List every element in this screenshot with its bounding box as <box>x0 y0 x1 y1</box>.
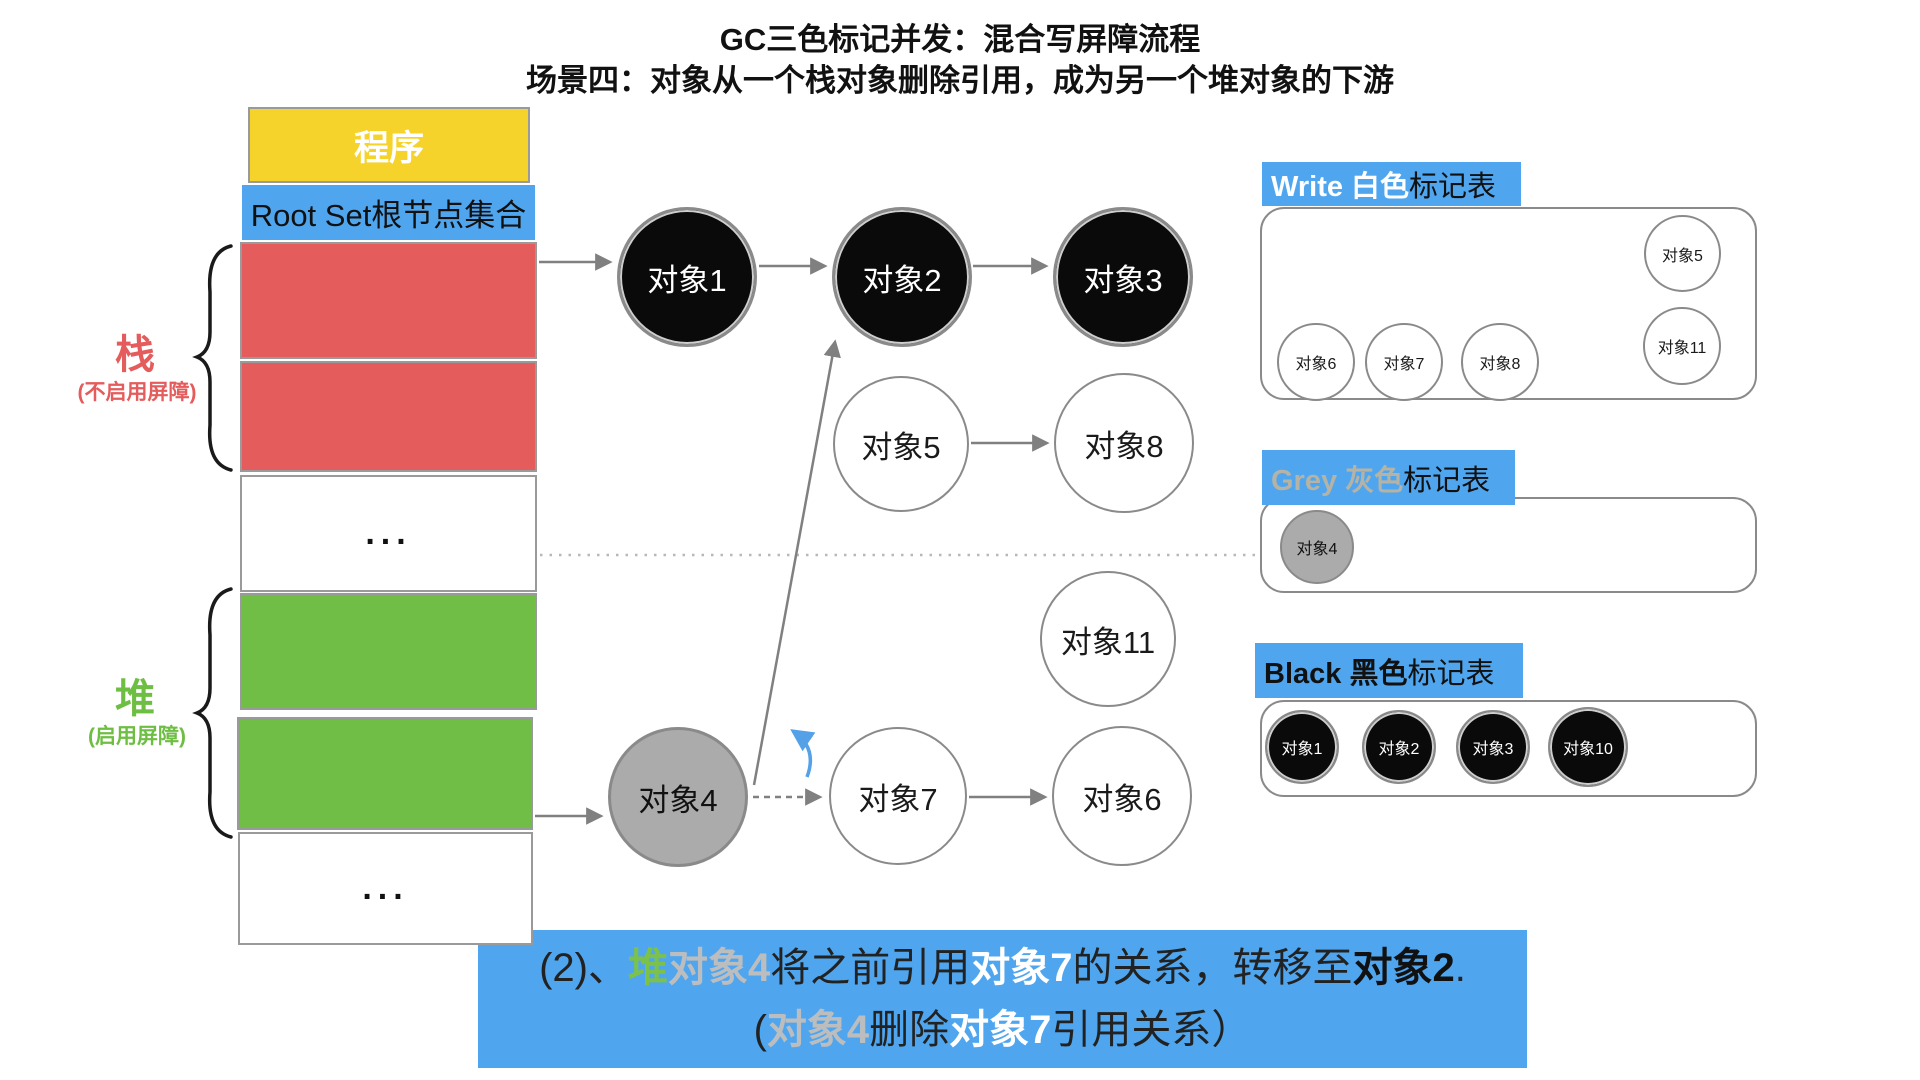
banner-part-obj4: 对象4 <box>766 1008 870 1052</box>
graph-node-obj2: 对象2 <box>832 207 972 347</box>
graph-node-obj3: 对象3 <box>1053 207 1193 347</box>
stack-label: 栈 <box>115 333 155 377</box>
banner-part: 的关系，转移至 <box>1072 946 1353 990</box>
stack-brace <box>192 244 233 472</box>
banner-line-2: (对象4删除对象7引用关系） <box>478 999 1527 1061</box>
stack-block-1 <box>240 242 537 359</box>
black-table-item-obj2: 对象2 <box>1362 710 1436 784</box>
white-table-item-obj5: 对象5 <box>1644 215 1721 292</box>
white-table-item-obj7: 对象7 <box>1365 323 1443 401</box>
banner-part-obj4: 对象4 <box>668 946 771 990</box>
ellipsis-box-1: ... <box>240 475 537 592</box>
black-table-item-obj10: 对象10 <box>1548 707 1628 787</box>
heap-label: 堆 <box>115 677 155 721</box>
bottom-banner: (2)、堆对象4将之前引用对象7的关系，转移至对象2. (对象4删除对象7引用关… <box>478 930 1527 1068</box>
curved-shift-arrow-icon <box>790 729 816 778</box>
banner-part: . <box>1454 946 1466 990</box>
banner-line-1: (2)、堆对象4将之前引用对象7的关系，转移至对象2. <box>478 937 1527 999</box>
arrow-obj4-to-obj2 <box>752 339 841 786</box>
banner-part: ( <box>753 1008 767 1052</box>
black-table-item-obj3: 对象3 <box>1456 710 1530 784</box>
banner-part: (2)、 <box>539 946 628 990</box>
heap-block-2 <box>237 717 533 830</box>
black-table-title-strong: Black 黑色 <box>1264 657 1408 690</box>
page-subtitle: 场景四：对象从一个栈对象删除引用，成为另一个堆对象的下游 <box>526 63 1394 98</box>
rootset-box: Root Set根节点集合 <box>242 185 535 240</box>
grey-table-header: Grey 灰色 标记表 <box>1262 450 1515 505</box>
graph-node-obj8: 对象8 <box>1054 373 1194 513</box>
graph-node-obj4: 对象4 <box>608 727 748 867</box>
write-table-header: Write 白色 标记表 <box>1262 162 1521 206</box>
heap-brace <box>192 587 233 839</box>
grey-table-title-rest: 标记表 <box>1403 464 1491 497</box>
program-box: 程序 <box>248 107 530 183</box>
banner-part: 将之前引用 <box>770 946 971 990</box>
write-table-title-strong: Write 白色 <box>1271 171 1410 203</box>
graph-node-obj6: 对象6 <box>1052 726 1192 866</box>
banner-part-heap: 堆 <box>628 946 668 990</box>
page-title: GC三色标记并发：混合写屏障流程 <box>719 22 1201 57</box>
banner-part: 删除 <box>869 1008 950 1052</box>
graph-node-obj7: 对象7 <box>829 727 967 865</box>
white-table-item-obj6: 对象6 <box>1277 323 1355 401</box>
graph-node-obj5: 对象5 <box>833 376 969 512</box>
banner-part-obj7: 对象7 <box>970 946 1073 990</box>
black-table-item-obj1: 对象1 <box>1265 710 1339 784</box>
banner-part-obj2: 对象2 <box>1352 946 1455 990</box>
black-table-header: Black 黑色 标记表 <box>1255 643 1523 698</box>
banner-part-obj7: 对象7 <box>949 1008 1052 1052</box>
heap-note: (启用屏障) <box>88 725 186 748</box>
heap-block-1 <box>240 593 537 710</box>
graph-node-obj1: 对象1 <box>617 207 757 347</box>
white-table-item-obj11: 对象11 <box>1643 307 1721 385</box>
stack-block-2 <box>240 361 537 472</box>
black-table-title-rest: 标记表 <box>1407 657 1495 690</box>
banner-part: 引用关系） <box>1051 1008 1252 1052</box>
white-table-item-obj8: 对象8 <box>1461 323 1539 401</box>
grey-table-item-obj4: 对象4 <box>1280 510 1354 584</box>
ellipsis-box-2: ... <box>238 832 533 945</box>
graph-node-obj11: 对象11 <box>1040 571 1176 707</box>
grey-table-title-strong: Grey 灰色 <box>1271 464 1404 497</box>
stack-note: (不启用屏障) <box>77 381 197 404</box>
write-table-title-rest: 标记表 <box>1409 171 1497 203</box>
